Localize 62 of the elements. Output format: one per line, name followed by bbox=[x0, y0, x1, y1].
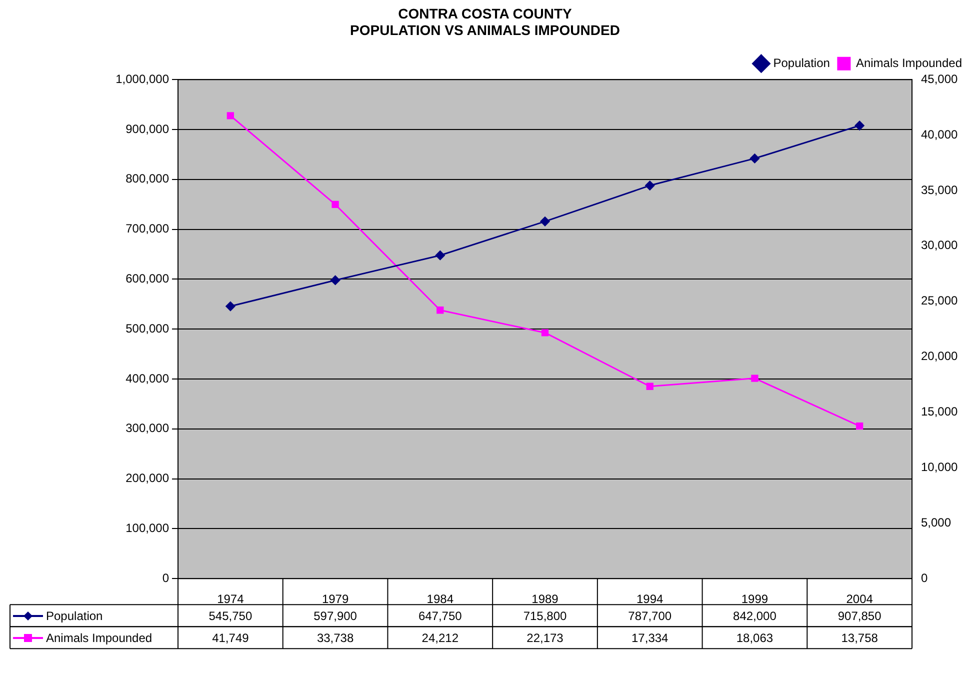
x-tick-label: 1989 bbox=[532, 592, 559, 606]
point bbox=[226, 302, 236, 312]
data-label: 22,173 bbox=[526, 630, 564, 645]
text: Population bbox=[46, 608, 103, 623]
y2-tick-label: 20,000 bbox=[921, 349, 958, 364]
point bbox=[751, 374, 758, 382]
data-label: 41,749 bbox=[212, 630, 250, 645]
y-tick-label: 300,000 bbox=[126, 421, 170, 436]
point bbox=[750, 154, 760, 164]
point bbox=[330, 276, 340, 285]
x-tick-label: 2004 bbox=[846, 592, 874, 606]
y-tick-label: 800,000 bbox=[126, 172, 170, 186]
y2-tick-label: 35,000 bbox=[921, 182, 958, 197]
point bbox=[435, 250, 445, 260]
data-label: 787,700 bbox=[628, 608, 672, 623]
point bbox=[541, 329, 549, 336]
chart-subtitle: POPULATION VS ANIMALS IMPOUNDED bbox=[350, 22, 620, 38]
data-label: 18,063 bbox=[736, 630, 774, 645]
x-tick-label: 1979 bbox=[322, 592, 349, 606]
data-label: 597,900 bbox=[314, 608, 358, 623]
data-label: 545,750 bbox=[208, 608, 252, 623]
legend-label: Animals Impounded bbox=[856, 56, 962, 70]
x-tick-label: 1994 bbox=[636, 592, 664, 606]
point bbox=[856, 422, 864, 430]
y-tick-label: 1,000,000 bbox=[116, 72, 170, 86]
y2-tick-label: 0 bbox=[921, 570, 928, 585]
x-tick-label: 1984 bbox=[426, 592, 454, 606]
x-tick-label: 1974 bbox=[217, 592, 244, 606]
data-label: 17,334 bbox=[632, 630, 669, 645]
data-label: 907,850 bbox=[838, 608, 882, 623]
point bbox=[645, 180, 655, 190]
y2-tick-label: 10,000 bbox=[921, 460, 958, 474]
point bbox=[332, 200, 339, 208]
point bbox=[646, 382, 654, 390]
y-tick-label: 400,000 bbox=[126, 371, 170, 386]
y2-tick-label: 15,000 bbox=[921, 404, 958, 419]
data-label: 715,800 bbox=[523, 608, 568, 623]
y2-tick-label: 25,000 bbox=[921, 294, 958, 308]
point bbox=[226, 112, 234, 120]
chart-title: CONTRA COSTA COUNTY bbox=[398, 5, 573, 22]
text: Animals Impounded bbox=[46, 630, 152, 645]
y2-tick-label: 5,000 bbox=[921, 515, 952, 530]
y2-tick-label: 30,000 bbox=[921, 238, 958, 252]
y-tick-label: 0 bbox=[162, 570, 170, 585]
point bbox=[436, 306, 444, 314]
y2-tick-label: 40,000 bbox=[921, 127, 958, 142]
y2-tick-label: 45,000 bbox=[921, 72, 958, 86]
data-label: 647,750 bbox=[418, 608, 462, 623]
data-label: 24,212 bbox=[422, 630, 459, 645]
y-tick-label: 100,000 bbox=[126, 521, 170, 536]
legend-label: Population bbox=[773, 56, 830, 70]
point bbox=[540, 216, 550, 226]
data-label: 33,738 bbox=[316, 630, 354, 645]
point bbox=[854, 120, 864, 130]
y-tick-label: 700,000 bbox=[126, 222, 170, 236]
y-tick-label: 900,000 bbox=[126, 122, 170, 136]
y-tick-label: 500,000 bbox=[126, 321, 170, 336]
data-label: 842,000 bbox=[733, 608, 777, 623]
y-tick-label: 600,000 bbox=[126, 272, 170, 286]
y-tick-label: 200,000 bbox=[126, 471, 170, 486]
x-tick-label: 1999 bbox=[741, 592, 768, 606]
data-label: 13,758 bbox=[841, 630, 878, 645]
